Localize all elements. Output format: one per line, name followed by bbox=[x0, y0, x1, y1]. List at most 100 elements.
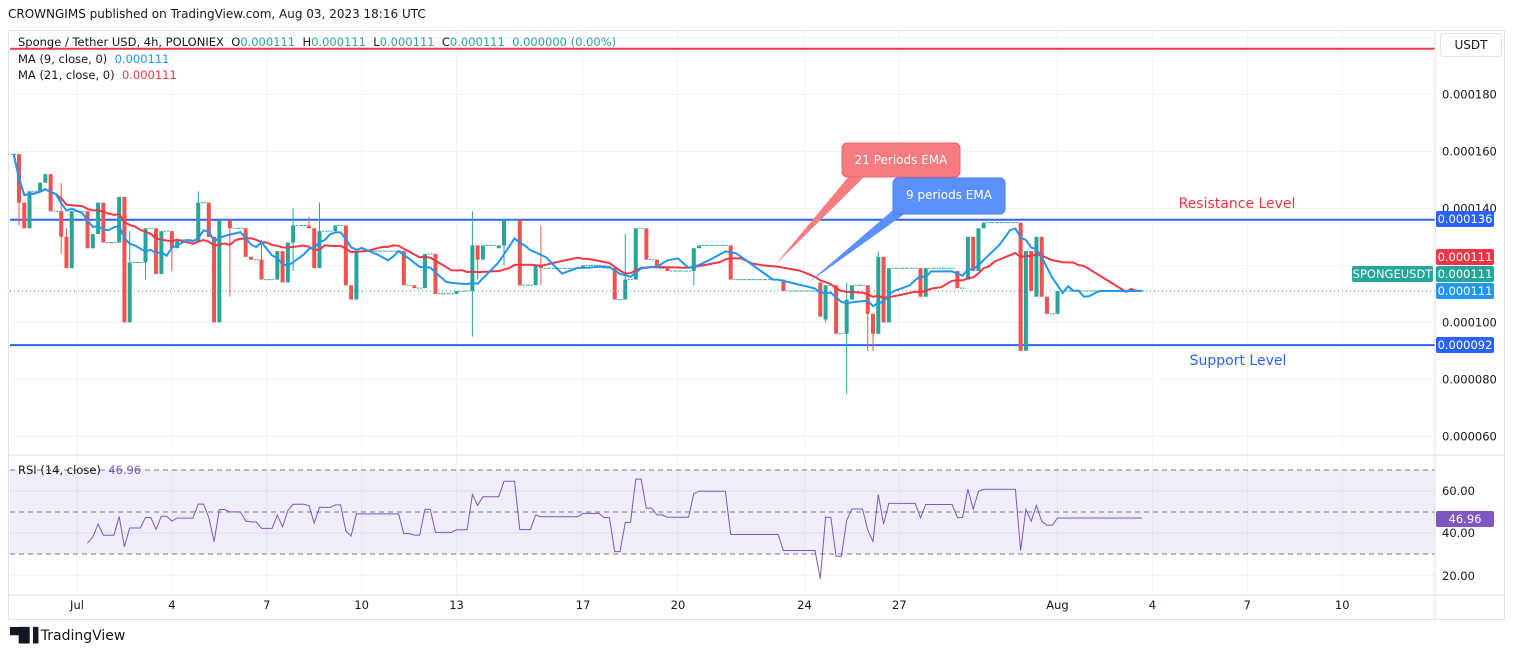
rsi-guides bbox=[10, 469, 1435, 555]
candle-body bbox=[1055, 291, 1060, 314]
candle bbox=[971, 236, 976, 272]
candle bbox=[502, 219, 507, 266]
candle-body bbox=[285, 242, 290, 283]
candle-body bbox=[227, 219, 232, 229]
candle bbox=[291, 208, 296, 272]
candle-body bbox=[333, 225, 338, 232]
candle-body bbox=[881, 256, 886, 323]
tradingview-logo-text: TradingView bbox=[40, 628, 126, 644]
ma21-line bbox=[12, 153, 1142, 299]
time-tick: 7 bbox=[1244, 598, 1251, 612]
candle bbox=[333, 225, 338, 232]
candle bbox=[612, 268, 617, 300]
time-tick: Aug bbox=[1046, 598, 1068, 612]
candle bbox=[259, 239, 264, 280]
candle-body bbox=[496, 245, 501, 249]
candle bbox=[69, 211, 74, 269]
candle bbox=[280, 251, 285, 283]
currency-button[interactable]: USDT bbox=[1440, 33, 1502, 57]
support-label[interactable]: Support Level bbox=[1190, 353, 1287, 369]
candle bbox=[480, 245, 485, 260]
ma21-legend[interactable]: MA (21, close, 0) 0.000111 bbox=[18, 68, 177, 82]
candle bbox=[217, 219, 222, 323]
candle bbox=[169, 231, 174, 272]
candle-body bbox=[306, 225, 311, 229]
resistance-label[interactable]: Resistance Level bbox=[1179, 196, 1296, 212]
candle bbox=[401, 251, 406, 286]
candle-body bbox=[117, 196, 122, 243]
candle-body bbox=[533, 265, 538, 286]
candle-body bbox=[349, 285, 354, 300]
candle-body bbox=[1039, 236, 1044, 297]
time-axis[interactable]: Jul 4 7 10 13 17 20 24 27 Aug 4 7 10 bbox=[69, 598, 1349, 612]
candle-body bbox=[918, 268, 923, 297]
candle-body bbox=[206, 202, 211, 237]
rsi-legend[interactable]: RSI (14, close) 46.96 bbox=[18, 463, 141, 477]
candle bbox=[981, 222, 986, 229]
candle-body bbox=[38, 182, 43, 192]
ema21-callout[interactable]: 21 Periods EMA bbox=[775, 142, 961, 265]
tradingview-logo[interactable]: ▀█▐ TradingView bbox=[10, 628, 125, 644]
candle-body bbox=[728, 245, 733, 280]
rsi-axis[interactable]: 60.00 40.00 20.00 bbox=[1442, 484, 1475, 583]
candle bbox=[923, 268, 928, 297]
candle bbox=[865, 285, 870, 351]
resistance-price-tag: 0.000136 bbox=[1436, 211, 1494, 227]
candle-body bbox=[480, 245, 485, 260]
ema9-callout-text: 9 periods EMA bbox=[906, 188, 993, 202]
candle-body bbox=[59, 211, 64, 237]
ma9-legend[interactable]: MA (9, close, 0) 0.000111 bbox=[18, 52, 169, 66]
candle-body bbox=[64, 236, 69, 269]
candle bbox=[823, 285, 828, 323]
candle bbox=[349, 285, 354, 300]
candle bbox=[881, 256, 886, 323]
candle-body bbox=[517, 219, 522, 286]
low-label: L bbox=[373, 35, 380, 49]
candle bbox=[27, 191, 32, 229]
candle-body bbox=[85, 211, 90, 249]
candle bbox=[1034, 236, 1039, 297]
high-label: H bbox=[302, 35, 312, 49]
candle-body bbox=[212, 236, 217, 323]
candle bbox=[38, 182, 43, 192]
candle bbox=[1018, 222, 1023, 351]
ma9-label: MA (9, close, 0) bbox=[18, 52, 108, 66]
symbol-legend[interactable]: Sponge / Tether USD, 4h, POLONIEX O0.000… bbox=[18, 35, 616, 49]
candle bbox=[317, 202, 322, 269]
candle-body bbox=[101, 202, 106, 243]
candle bbox=[127, 231, 132, 323]
candle bbox=[496, 245, 501, 249]
candle-body bbox=[865, 285, 870, 314]
time-tick: Jul bbox=[69, 598, 84, 612]
candle bbox=[117, 196, 122, 243]
candle-body bbox=[1044, 296, 1049, 314]
candle-body bbox=[844, 299, 849, 334]
ema9-callout[interactable]: 9 periods EMA bbox=[808, 177, 1006, 283]
candle bbox=[227, 219, 232, 297]
close-label: C bbox=[441, 35, 450, 49]
ma9-line bbox=[12, 153, 1142, 308]
candle bbox=[275, 251, 280, 280]
candle-body bbox=[248, 256, 253, 260]
candle-body bbox=[259, 259, 264, 280]
candle-body bbox=[169, 231, 174, 249]
candle bbox=[196, 191, 201, 243]
candle bbox=[43, 174, 48, 183]
candle-body bbox=[412, 285, 417, 289]
candle-body bbox=[871, 313, 876, 334]
candle bbox=[90, 234, 95, 249]
candle-body bbox=[475, 245, 480, 260]
price-tick: 0.000080 bbox=[1442, 372, 1497, 386]
candle-body bbox=[27, 191, 32, 229]
candle bbox=[1044, 296, 1049, 314]
candle-body bbox=[1034, 236, 1039, 297]
candle-body bbox=[243, 228, 248, 257]
candle-body bbox=[22, 202, 27, 229]
time-tick: 20 bbox=[671, 598, 686, 612]
time-tick: 4 bbox=[168, 598, 175, 612]
candle bbox=[454, 291, 459, 294]
last-price-tag: 0.000111 bbox=[1436, 266, 1494, 282]
candle bbox=[834, 285, 839, 334]
symbol-tag: SPONGEUSDT bbox=[1352, 266, 1433, 282]
